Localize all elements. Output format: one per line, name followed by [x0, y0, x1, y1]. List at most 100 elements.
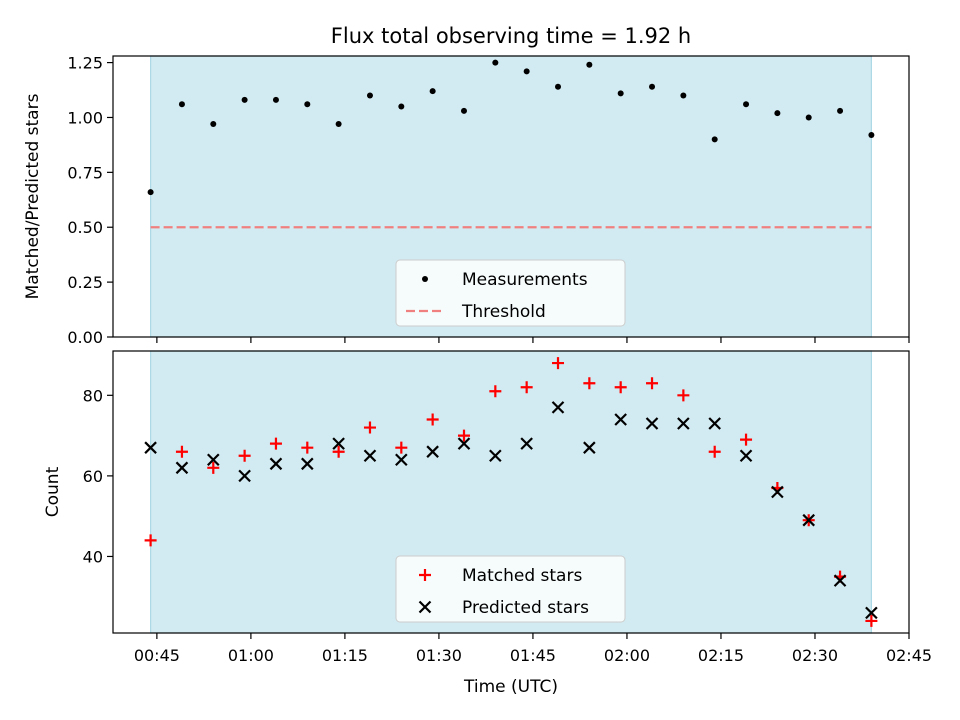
measurement-point — [335, 121, 342, 128]
predicted-star-point — [207, 453, 220, 467]
predicted-star-point — [144, 441, 157, 454]
matched-star-point — [552, 357, 565, 370]
measurement-points — [147, 59, 875, 196]
legend-box — [395, 555, 626, 623]
measurement-point — [649, 83, 656, 90]
predicted-star-point — [739, 449, 753, 463]
x-tick-label: 01:15 — [322, 646, 368, 665]
matched-star-point — [395, 441, 408, 454]
predicted-star-point — [301, 457, 314, 471]
predicted-star-point — [771, 485, 784, 499]
predicted-star-point — [395, 453, 408, 467]
count-y-ticks: 40 60 80 — [83, 386, 113, 566]
measurement-point — [868, 132, 875, 139]
measurement-point — [523, 68, 530, 75]
predicted-star-point — [363, 449, 377, 463]
predicted-stars-points — [144, 401, 878, 620]
y-tick-label: 0.50 — [67, 218, 103, 237]
predicted-star-point — [238, 469, 251, 483]
matched-star-point — [740, 433, 753, 446]
measurement-point — [492, 59, 499, 66]
measurement-point — [586, 61, 593, 68]
ratio-y-ticks: 0.00 0.25 0.50 0.75 1.00 1.25 — [67, 54, 113, 347]
predicted-star-point — [833, 574, 847, 587]
matched-star-point — [301, 441, 314, 454]
legend-predicted-stars-marker — [418, 600, 432, 614]
measurement-point — [774, 110, 781, 117]
count-y-axis-label: Count — [43, 466, 63, 517]
predicted-star-point — [520, 437, 533, 450]
y-tick-label: 80 — [83, 386, 103, 405]
matched-star-point — [865, 614, 878, 627]
matched-star-point — [144, 534, 157, 547]
y-tick-label: 0.00 — [67, 328, 103, 347]
matched-star-point — [677, 389, 690, 402]
predicted-star-point — [802, 513, 815, 527]
measurement-point — [617, 90, 624, 97]
matched-stars-points — [144, 357, 878, 627]
y-tick-label: 0.75 — [67, 163, 103, 182]
legend-predicted-stars-label: Predicted stars — [462, 598, 589, 618]
x-tick-label: 02:15 — [698, 646, 744, 665]
y-tick-label: 40 — [83, 547, 103, 566]
ratio-panel-frame — [112, 55, 910, 338]
y-tick-label: 0.25 — [67, 273, 103, 292]
ratio-legend: Measurements Threshold — [395, 259, 626, 327]
measurement-point — [555, 83, 562, 90]
chart-title: Flux total observing time = 1.92 h — [331, 24, 691, 48]
measurement-point — [398, 103, 405, 110]
count-panel-frame — [112, 350, 910, 634]
measurement-point — [304, 101, 311, 108]
predicted-star-point — [332, 437, 345, 450]
ratio-panel: 0.00 0.25 0.50 0.75 1.00 1.25 Matched/Predict… — [23, 54, 910, 347]
legend-measurements-marker — [422, 276, 428, 282]
x-tick-label: 02:30 — [792, 646, 838, 665]
matched-star-point — [332, 445, 345, 458]
x-tick-label: 01:30 — [416, 646, 462, 665]
matched-star-point — [426, 413, 439, 426]
legend-box — [395, 259, 626, 327]
predicted-star-point — [457, 437, 471, 450]
legend-matched-stars-marker — [419, 569, 431, 581]
predicted-star-point — [583, 441, 596, 454]
ratio-y-axis-label: Matched/Predicted stars — [23, 93, 43, 299]
y-tick-label: 1.25 — [67, 54, 103, 73]
measurement-point — [429, 88, 436, 95]
predicted-star-point — [175, 461, 189, 475]
predicted-star-point — [865, 606, 878, 620]
y-tick-label: 1.00 — [67, 108, 103, 127]
matched-star-point — [175, 445, 188, 458]
measurement-point — [460, 107, 467, 114]
measurement-point — [178, 101, 185, 108]
matched-star-point — [708, 445, 721, 458]
matched-star-point — [646, 377, 659, 390]
predicted-star-point — [708, 417, 721, 430]
matched-star-point — [363, 421, 376, 434]
measurement-point — [241, 96, 248, 103]
x-tick-label: 01:00 — [228, 646, 274, 665]
measurement-point — [366, 92, 373, 99]
measurement-point — [743, 101, 750, 108]
x-tick-label: 01:45 — [510, 646, 556, 665]
count-x-ticks: 00:45 01:00 01:15 01:30 01:45 02:00 02:15 02:30… — [134, 633, 932, 665]
legend-measurements-label: Measurements — [462, 270, 588, 290]
measurement-point — [805, 114, 812, 121]
y-tick-label: 60 — [83, 467, 103, 486]
predicted-star-point — [645, 417, 659, 430]
ratio-x-ticks — [156, 337, 910, 343]
measurement-point — [147, 189, 154, 196]
matched-star-point — [614, 381, 627, 394]
measurement-point — [680, 92, 687, 99]
predicted-star-point — [677, 417, 690, 430]
matched-star-point — [207, 461, 220, 474]
count-panel: 40 60 80 00:45 01:00 01:15 01:30 01:45 02:00 02:… — [43, 350, 932, 665]
legend-threshold-label: Threshold — [461, 302, 546, 322]
measurement-point — [210, 121, 217, 128]
count-legend: Matched stars Predicted stars — [395, 555, 626, 623]
x-tick-label: 02:00 — [604, 646, 650, 665]
matched-star-point — [238, 449, 251, 462]
matched-star-point — [269, 437, 282, 450]
predicted-star-point — [551, 401, 565, 414]
predicted-star-point — [269, 457, 283, 471]
